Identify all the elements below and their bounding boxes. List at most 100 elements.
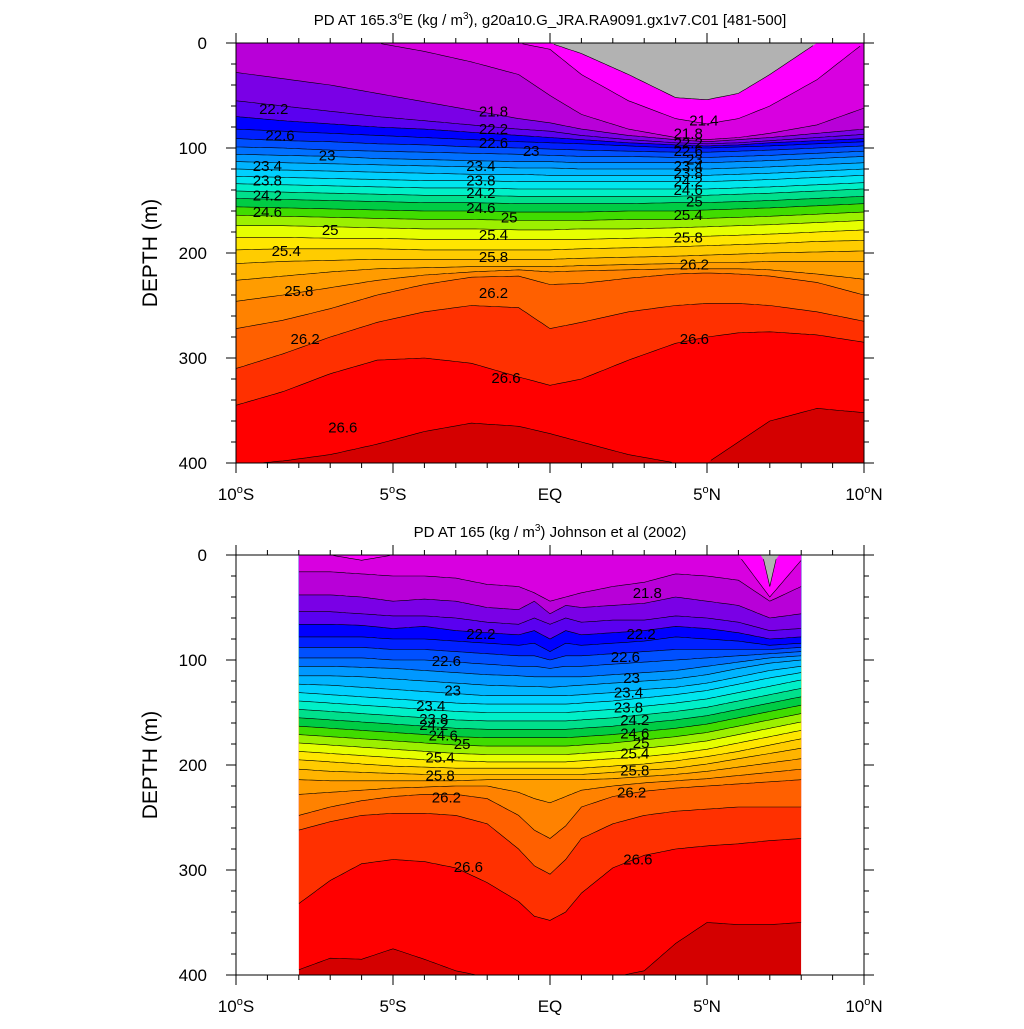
top-contour-panel: 22.222.62323.423.824.224.62525.425.826.2…	[139, 11, 883, 504]
y-tick-label: 200	[179, 756, 207, 775]
contour-label: 21.8	[674, 125, 703, 142]
contour-line-26	[236, 268, 864, 302]
contour-line-24	[298, 679, 802, 713]
x-tick-label: 5oS	[380, 996, 407, 1016]
contour-label: 22.2	[626, 626, 655, 643]
contour-label: 22.6	[432, 653, 461, 670]
chart-title: PD AT 165.3oE (kg / m3), g20a10.G_JRA.RA…	[314, 11, 787, 29]
contour-label: 22.2	[674, 135, 703, 152]
contour-label: 25.8	[425, 768, 454, 785]
contour-line-22	[236, 72, 864, 143]
contour-label: 24.2	[620, 712, 649, 729]
contour-label: 24.6	[620, 726, 649, 743]
contour-label: 23.4	[253, 158, 282, 175]
contour-label: 25.4	[479, 227, 508, 244]
contour-label: 22.6	[674, 143, 703, 160]
contour-label: 25.8	[674, 229, 703, 246]
contour-line-23	[298, 651, 802, 669]
contour-line-24-4	[298, 696, 802, 730]
contour-line-21-4	[763, 559, 777, 587]
contour-label: 26.2	[479, 285, 508, 302]
contour-line-24-8	[236, 211, 864, 221]
contour-line-22-8	[298, 647, 802, 661]
contour-label: 26.6	[491, 370, 520, 387]
y-tick-label: 300	[179, 349, 207, 368]
contour-label: 23.8	[253, 173, 282, 190]
contour-label: 24.6	[429, 728, 458, 745]
contour-line-25-8	[298, 758, 802, 782]
contour-label: 25	[686, 194, 703, 211]
y-tick-label: 0	[198, 546, 207, 565]
contour-label: 24.6	[466, 200, 495, 217]
contour-label: 23.8	[674, 165, 703, 182]
contour-label: 24.2	[674, 174, 703, 191]
contour-label: 22.6	[611, 649, 640, 666]
contour-label: 23	[686, 152, 703, 169]
x-tick-label: 10oN	[845, 996, 882, 1016]
y-axis-label: DEPTH (m)	[139, 199, 162, 308]
x-tick-label: 5oN	[693, 996, 721, 1016]
contour-line-25-2	[298, 730, 802, 763]
contour-band-21-4	[236, 43, 864, 100]
contour-line-22-2	[298, 611, 802, 631]
contour-line-21-6	[522, 43, 861, 125]
contour-line-23-4	[298, 659, 802, 688]
contour-label: 23.8	[466, 173, 495, 190]
contour-line-22-2	[236, 100, 864, 145]
contour-label: 23	[523, 143, 540, 160]
contour-label: 24.2	[466, 185, 495, 202]
contour-line-24-4	[236, 196, 864, 204]
contour-line-24-2	[298, 688, 802, 722]
contour-line-26-6	[298, 838, 802, 921]
contour-label: 23.4	[466, 158, 495, 175]
x-tick-label: 5oN	[693, 484, 721, 504]
y-tick-label: 0	[198, 34, 207, 53]
contour-line-25-4	[298, 738, 802, 769]
contour-label: 23.4	[614, 685, 643, 702]
contour-label: 22.2	[479, 121, 508, 138]
contour-line-25-6	[236, 250, 864, 264]
contour-label: 21.4	[689, 113, 718, 130]
contour-label: 23.4	[416, 698, 445, 715]
contour-label: 26.6	[680, 331, 709, 348]
contour-band-21-6	[298, 555, 802, 597]
contour-line-22-6	[298, 636, 802, 652]
contour-label: 23	[444, 683, 461, 700]
contour-line-24-6	[298, 704, 802, 738]
y-tick-label: 200	[179, 244, 207, 263]
contour-label: 23.8	[419, 711, 448, 728]
contour-label: 25	[322, 222, 339, 239]
contour-line-23-6	[298, 666, 802, 696]
contour-line-26-8	[263, 408, 864, 463]
y-tick-label: 300	[179, 861, 207, 880]
contour-line-21-8	[298, 571, 802, 602]
contour-line-25	[236, 220, 864, 231]
contour-label: 26.2	[617, 784, 646, 801]
contour-line-23-8	[236, 175, 864, 182]
y-axis-label: DEPTH (m)	[139, 711, 162, 820]
contour-line-23-6	[236, 168, 864, 176]
contour-plot-area	[298, 555, 802, 975]
contour-label: 26.2	[432, 790, 461, 807]
contour-label: 25.4	[425, 750, 454, 767]
contour-plot-area	[236, 43, 864, 463]
contour-label: 26.6	[623, 852, 652, 869]
contour-line-26-4	[298, 806, 802, 875]
contour-label: 22.6	[265, 127, 294, 144]
contour-label: 24.6	[674, 182, 703, 199]
contour-line-26-2	[298, 779, 802, 839]
contour-label: 26.6	[454, 859, 483, 876]
contour-line-23-4	[236, 161, 864, 170]
contour-label: 25	[501, 209, 518, 226]
contour-line-25-6	[298, 747, 802, 775]
contour-line-22-6	[236, 128, 864, 149]
contour-line-25	[298, 721, 802, 755]
contour-label: 25.4	[272, 243, 301, 260]
contour-line-23-2	[298, 655, 802, 678]
contour-label: 24.2	[419, 717, 448, 734]
contour-line-25-2	[236, 229, 864, 240]
x-tick-label: EQ	[538, 485, 563, 504]
x-tick-label: 10oS	[218, 484, 254, 504]
